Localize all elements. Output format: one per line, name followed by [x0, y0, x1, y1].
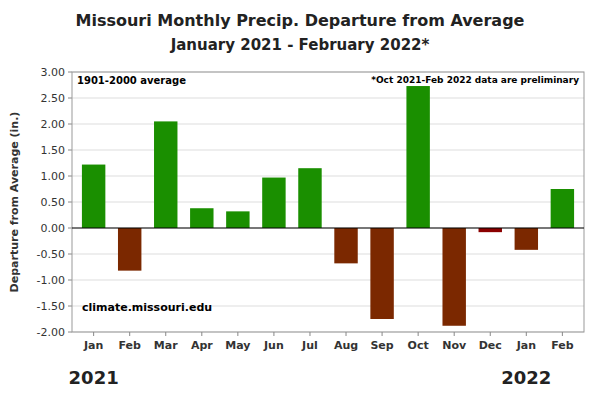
y-tick: [68, 176, 72, 177]
x-tick-label: Jan: [83, 339, 103, 352]
y-tick: [68, 202, 72, 203]
x-tick-label: Sep: [370, 339, 393, 352]
zero-line: [72, 228, 584, 229]
y-tick: [68, 72, 72, 73]
x-tick: [165, 332, 166, 336]
y-tick-label: 0.00: [41, 222, 66, 235]
y-tick-label: 1.50: [41, 144, 66, 157]
bar: [370, 228, 393, 319]
chart: Missouri Monthly Precip. Departure from …: [0, 0, 600, 404]
x-tick: [382, 332, 383, 336]
grid-line: [72, 280, 584, 281]
grid-line: [72, 98, 584, 99]
grid-line: [72, 254, 584, 255]
bar: [298, 168, 321, 228]
x-tick: [346, 332, 347, 336]
x-tick-label: Jan: [516, 339, 536, 352]
x-tick: [454, 332, 455, 336]
grid-line: [72, 124, 584, 125]
x-tick: [93, 332, 94, 336]
x-tick-label: May: [225, 339, 250, 352]
y-axis-label: Departure from Average (in.): [8, 112, 21, 293]
bars: [82, 86, 574, 326]
subtitle: January 2021 - February 2022*: [170, 36, 430, 54]
bar: [154, 121, 177, 228]
x-tick-label: Feb: [551, 339, 574, 352]
y-tick-label: -2.00: [37, 326, 65, 339]
bar: [334, 228, 357, 263]
watermark: climate.missouri.edu: [82, 301, 212, 314]
y-tick: [68, 306, 72, 307]
bar: [442, 228, 465, 326]
plot-frame: [72, 72, 584, 332]
x-tick-label: Oct: [408, 339, 429, 352]
year-label: 2022: [501, 367, 551, 388]
y-tick: [68, 280, 72, 281]
grid-line: [72, 202, 584, 203]
x-tick: [490, 332, 491, 336]
y-tick-label: 2.00: [41, 118, 66, 131]
y-tick-label: 3.00: [41, 66, 66, 79]
x-tick: [309, 332, 310, 336]
x-tick-label: Feb: [118, 339, 141, 352]
y-tick-label: 1.00: [41, 170, 66, 183]
y-tick: [68, 254, 72, 255]
x-tick: [129, 332, 130, 336]
bar: [406, 86, 429, 228]
bar: [190, 208, 213, 228]
bar: [551, 189, 574, 228]
bar: [479, 228, 502, 232]
y-tick-label: -1.50: [37, 300, 65, 313]
x-tick-label: Nov: [442, 339, 467, 352]
y-tick: [68, 332, 72, 333]
title: Missouri Monthly Precip. Departure from …: [76, 11, 525, 30]
x-tick: [201, 332, 202, 336]
annotation: *Oct 2021-Feb 2022 data are preliminary: [371, 75, 579, 85]
x-tick: [418, 332, 419, 336]
bar: [262, 178, 285, 228]
y-tick: [68, 98, 72, 99]
x-tick: [526, 332, 527, 336]
y-tick-label: 2.50: [41, 92, 66, 105]
x-tick-label: Apr: [191, 339, 213, 352]
x-tick-label: Aug: [334, 339, 358, 352]
grid-line: [72, 228, 584, 229]
y-tick-label: -1.00: [37, 274, 65, 287]
x-tick: [237, 332, 238, 336]
bar: [118, 228, 141, 271]
year-label: 2021: [69, 367, 119, 388]
bar: [82, 165, 105, 228]
x-tick-label: Jun: [263, 339, 284, 352]
x-tick: [273, 332, 274, 336]
x-tick-label: Dec: [479, 339, 502, 352]
grid-line: [72, 150, 584, 151]
x-tick-label: Mar: [154, 339, 178, 352]
x-tick: [562, 332, 563, 336]
bar: [226, 211, 249, 228]
grid-line: [72, 176, 584, 177]
y-tick: [68, 124, 72, 125]
y-tick-label: -0.50: [37, 248, 65, 261]
bar: [515, 228, 538, 250]
x-tick-label: Jul: [301, 339, 318, 352]
y-tick: [68, 150, 72, 151]
annotation: 1901-2000 average: [77, 75, 186, 86]
y-tick-label: 0.50: [41, 196, 66, 209]
y-tick: [68, 228, 72, 229]
